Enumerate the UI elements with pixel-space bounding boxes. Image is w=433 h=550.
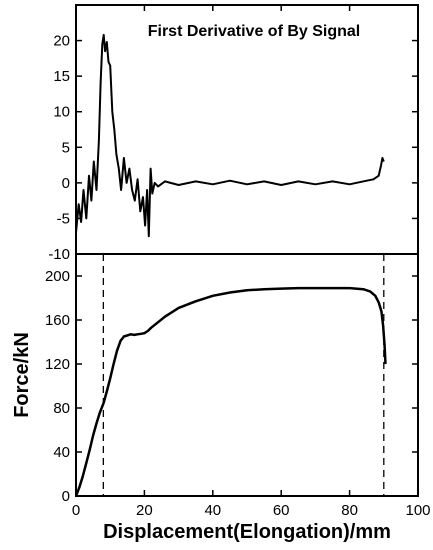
top-series-line <box>75 33 385 238</box>
y-axis-title: Force/kN <box>11 332 33 418</box>
top-y-tick-label: 5 <box>62 139 70 156</box>
top-panel: First Derivative of By Signal -10 -5 0 5 10 1… <box>48 4 419 263</box>
bottom-series-line <box>74 286 387 497</box>
bottom-y-tick-label: 0 <box>62 488 70 505</box>
bottom-y-tick-label: 40 <box>53 444 70 461</box>
bottom-x-tick-label: 60 <box>273 502 290 519</box>
bottom-x-tick-label: 40 <box>204 502 221 519</box>
bottom-y-tick-label: 200 <box>45 268 70 285</box>
bottom-panel: 0 40 80 120 160 200 0 20 40 60 80 100 Displacement… <box>11 253 431 543</box>
top-y-tick-label: -10 <box>48 246 70 263</box>
top-plot-frame <box>75 4 419 255</box>
x-axis-title: Displacement(Elongation)/mm <box>103 521 391 543</box>
bottom-y-tick-label: 160 <box>45 312 70 329</box>
bottom-y-tick-label: 120 <box>45 356 70 373</box>
bottom-x-tick-label: 100 <box>405 502 430 519</box>
top-y-tick-label: -5 <box>57 210 70 227</box>
bottom-y-axis: 0 40 80 120 160 200 <box>45 268 418 505</box>
top-y-axis: -10 -5 0 5 10 15 20 <box>48 33 418 263</box>
bottom-plot-frame <box>75 253 419 497</box>
top-chart-title: First Derivative of By Signal <box>148 23 361 40</box>
dashed-markers <box>102 254 385 496</box>
top-y-tick-label: 0 <box>62 175 70 192</box>
top-x-axis <box>75 5 419 11</box>
bottom-y-tick-label: 80 <box>53 400 70 417</box>
bottom-x-tick-label: 0 <box>72 502 80 519</box>
bottom-x-tick-label: 80 <box>341 502 358 519</box>
top-y-tick-label: 20 <box>53 33 70 50</box>
top-y-tick-label: 10 <box>53 104 70 121</box>
bottom-x-tick-label: 20 <box>136 502 153 519</box>
bottom-x-axis: 0 20 40 60 80 100 <box>72 490 431 519</box>
top-y-tick-label: 15 <box>53 68 70 85</box>
